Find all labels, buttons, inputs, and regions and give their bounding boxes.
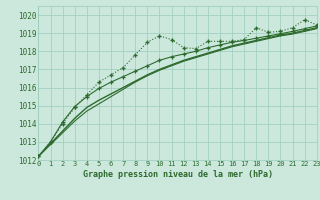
X-axis label: Graphe pression niveau de la mer (hPa): Graphe pression niveau de la mer (hPa) <box>83 170 273 179</box>
